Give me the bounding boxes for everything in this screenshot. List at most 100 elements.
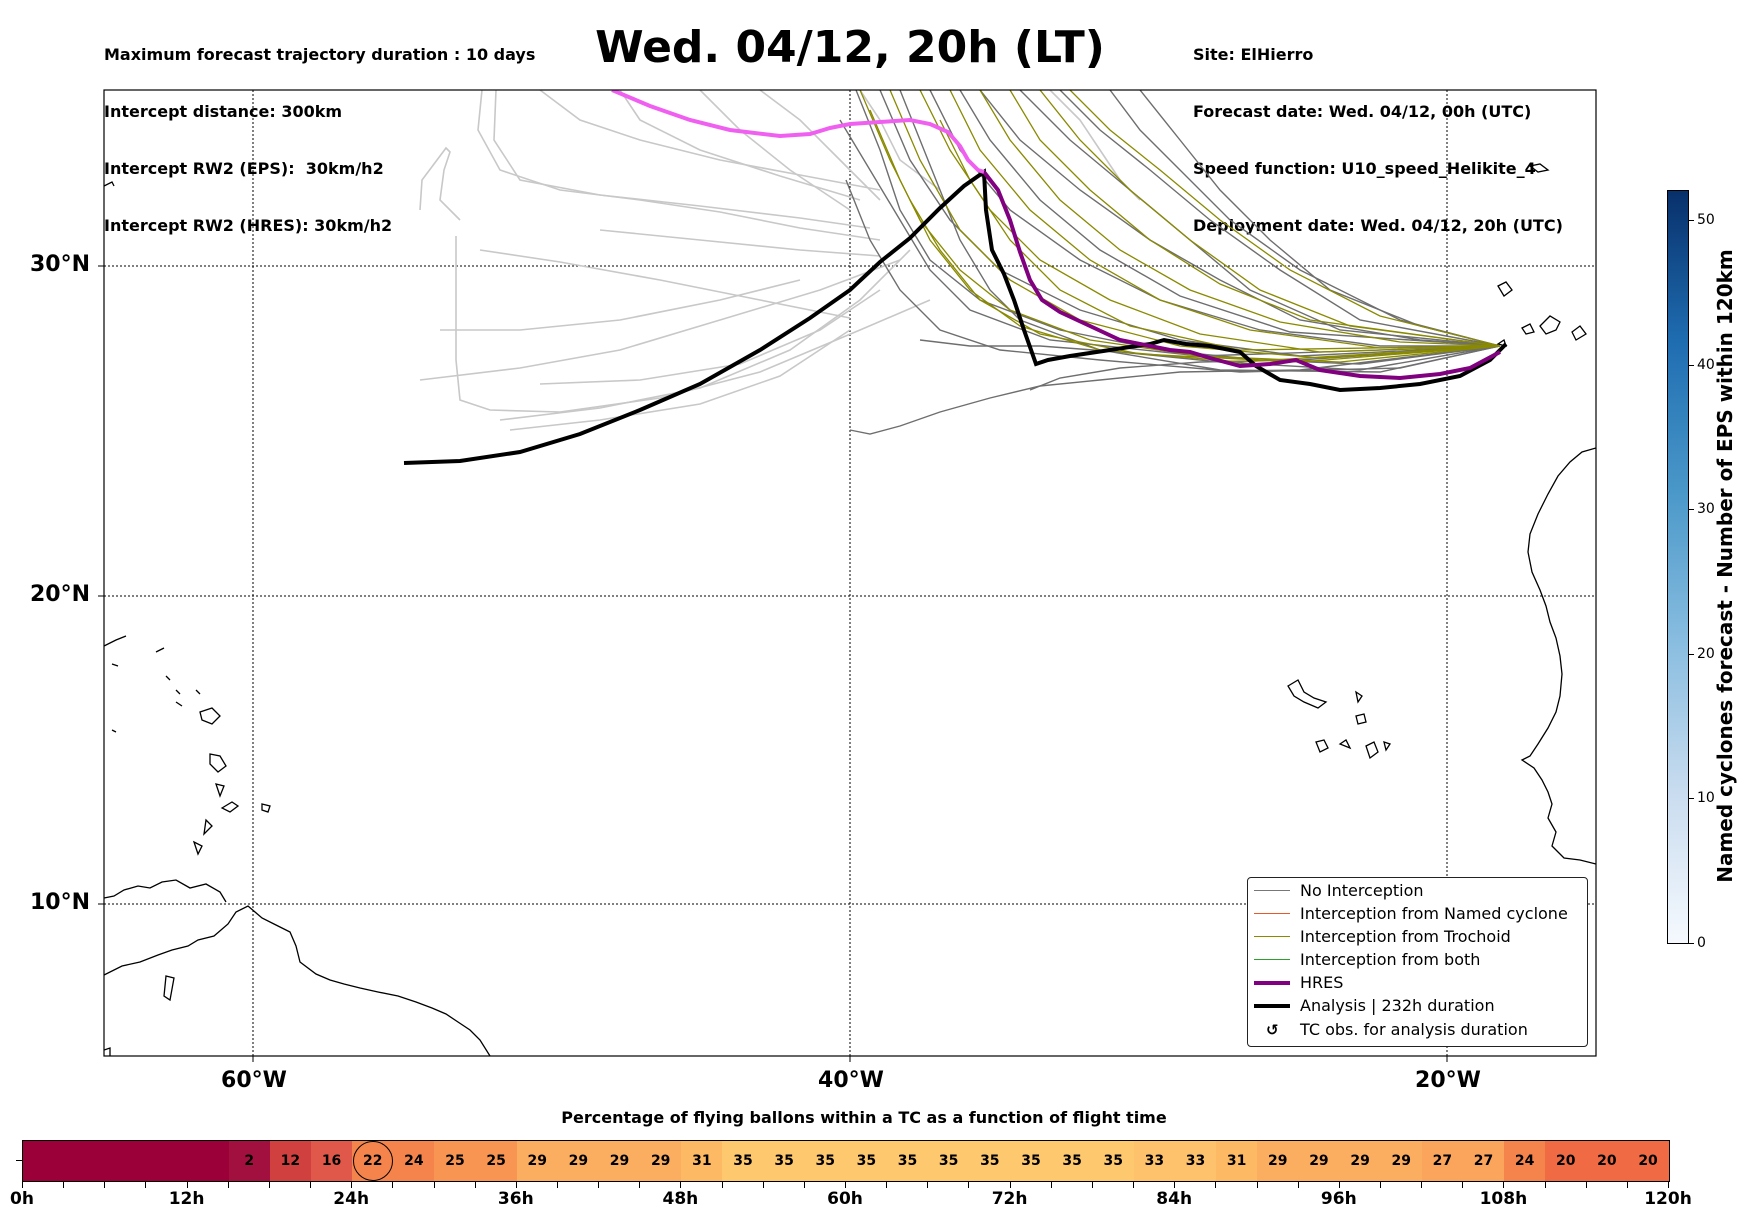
strip-tick — [268, 1181, 270, 1188]
legend-label: Interception from Trochoid — [1300, 927, 1511, 946]
strip-tick — [433, 1181, 435, 1188]
no-interception-trajectories — [839, 90, 1501, 435]
strip-tick — [227, 1181, 229, 1188]
legend-item: HRES — [1248, 972, 1587, 994]
legend-swatch — [1254, 913, 1290, 914]
legend-item: Interception from both — [1248, 949, 1587, 971]
strip-tick — [1091, 1181, 1093, 1188]
strip-cell: 35 — [1051, 1141, 1093, 1181]
strip-hour-label: 120h — [1644, 1189, 1692, 1209]
strip-hour-label: 72h — [991, 1189, 1028, 1209]
light-trajectories — [419, 90, 1141, 431]
legend-label: HRES — [1300, 973, 1344, 992]
strip-cell: 35 — [763, 1141, 805, 1181]
lon-label: 60°W — [221, 1068, 287, 1093]
cape-verde-island — [1365, 741, 1379, 760]
strip-tick — [1215, 1181, 1217, 1188]
strip-hour-label: 12h — [168, 1189, 205, 1209]
strip-cell: 31 — [1216, 1141, 1258, 1181]
strip-cell: 29 — [1257, 1141, 1299, 1181]
cape-verde-island — [1355, 713, 1367, 725]
strip-tick — [474, 1181, 476, 1188]
cape-verde-island — [1383, 741, 1392, 752]
legend-swatch — [1254, 890, 1290, 891]
info-line: Intercept RW2 (HRES): 30km/h2 — [104, 216, 393, 235]
colorbar-tick — [1689, 364, 1694, 366]
strip-tick — [1379, 1181, 1381, 1188]
strip-cell: 20 — [1627, 1141, 1669, 1181]
info-line: Site: ElHierro — [1193, 45, 1314, 64]
strip-tick — [639, 1181, 641, 1188]
colorbar-tick-label: 20 — [1697, 645, 1715, 662]
info-line: Intercept RW2 (EPS): 30km/h2 — [104, 159, 384, 178]
strip-cell: 22 — [352, 1141, 394, 1181]
lon-label: 40°W — [818, 1068, 884, 1093]
strip-cell — [105, 1141, 147, 1181]
caribbean-coast — [104, 879, 227, 903]
legend-label: Interception from both — [1300, 950, 1481, 969]
strip-tick — [721, 1181, 723, 1188]
lat-label: 10°N — [30, 890, 91, 915]
strip-cell: 20 — [1545, 1141, 1587, 1181]
island — [104, 635, 201, 733]
island — [104, 181, 115, 187]
strip-hour-label: 108h — [1479, 1189, 1528, 1209]
strip-tick — [310, 1181, 312, 1188]
island — [104, 1047, 111, 1056]
island — [192, 840, 203, 856]
strip-cell: 35 — [1010, 1141, 1052, 1181]
strip-tick — [186, 1181, 188, 1188]
hres-trajectory — [982, 170, 1501, 381]
strip-cell: 25 — [434, 1141, 476, 1181]
strip-cell: 29 — [1380, 1141, 1422, 1181]
legend-label: TC obs. for analysis duration — [1300, 1020, 1528, 1039]
strip-hour-label: 48h — [662, 1189, 699, 1209]
strip-cell — [187, 1141, 229, 1181]
strip-tick — [351, 1181, 353, 1188]
strip-hour-label: 84h — [1156, 1189, 1193, 1209]
strip-cell: 35 — [804, 1141, 846, 1181]
info-line: Maximum forecast trajectory duration : 1… — [104, 45, 536, 64]
legend-item: Interception from Named cyclone — [1248, 903, 1587, 925]
strip-tick — [1050, 1181, 1052, 1188]
strip-cell: 31 — [681, 1141, 723, 1181]
legend-label: Interception from Named cyclone — [1300, 904, 1568, 923]
strip-tick — [1297, 1181, 1299, 1188]
island — [199, 707, 221, 725]
island — [203, 818, 213, 836]
percentage-strip: 2 12 16 22 24 25 25 29 29 29 29 31 35 35 35 35 35 35 35 35 3… — [22, 1140, 1670, 1182]
map-legend: No Interception Interception from Named … — [1247, 877, 1588, 1047]
cape-verde-island — [1287, 679, 1328, 709]
strip-tick — [1009, 1181, 1011, 1188]
info-line: Speed function: U10_speed_Helikite_4 — [1193, 159, 1536, 178]
lat-label: 20°N — [30, 582, 91, 607]
island — [209, 753, 227, 773]
strip-cell: 2 — [228, 1141, 270, 1181]
strip-cell: 29 — [598, 1141, 641, 1181]
strip-cell: 35 — [886, 1141, 929, 1181]
island — [215, 783, 225, 798]
strip-cell — [146, 1141, 188, 1181]
strip-cell: 35 — [845, 1141, 887, 1181]
magenta-trajectory — [611, 90, 985, 174]
cape-verde-island — [1315, 739, 1329, 753]
strip-cell: 20 — [1586, 1141, 1628, 1181]
strip-tick — [1585, 1181, 1587, 1188]
madeira-island — [1528, 163, 1550, 173]
coastlines — [104, 163, 1596, 1056]
strip-hour-label: 36h — [497, 1189, 534, 1209]
strip-tick — [598, 1181, 600, 1188]
strip-tick — [1421, 1181, 1423, 1188]
strip-tick — [968, 1181, 970, 1188]
strip-cell: 35 — [1092, 1141, 1134, 1181]
strip-tick — [145, 1181, 147, 1188]
canary-island — [1571, 325, 1587, 341]
analysis-trajectory — [403, 168, 1508, 465]
colorbar-title-text: Named cyclones forecast - Number of EPS … — [1713, 249, 1737, 883]
strip-cell: 29 — [557, 1141, 599, 1181]
lon-label: 20°W — [1415, 1068, 1481, 1093]
colorbar-tick — [1689, 798, 1694, 800]
strip-cell: 27 — [1421, 1141, 1463, 1181]
strip-tick — [927, 1181, 929, 1188]
